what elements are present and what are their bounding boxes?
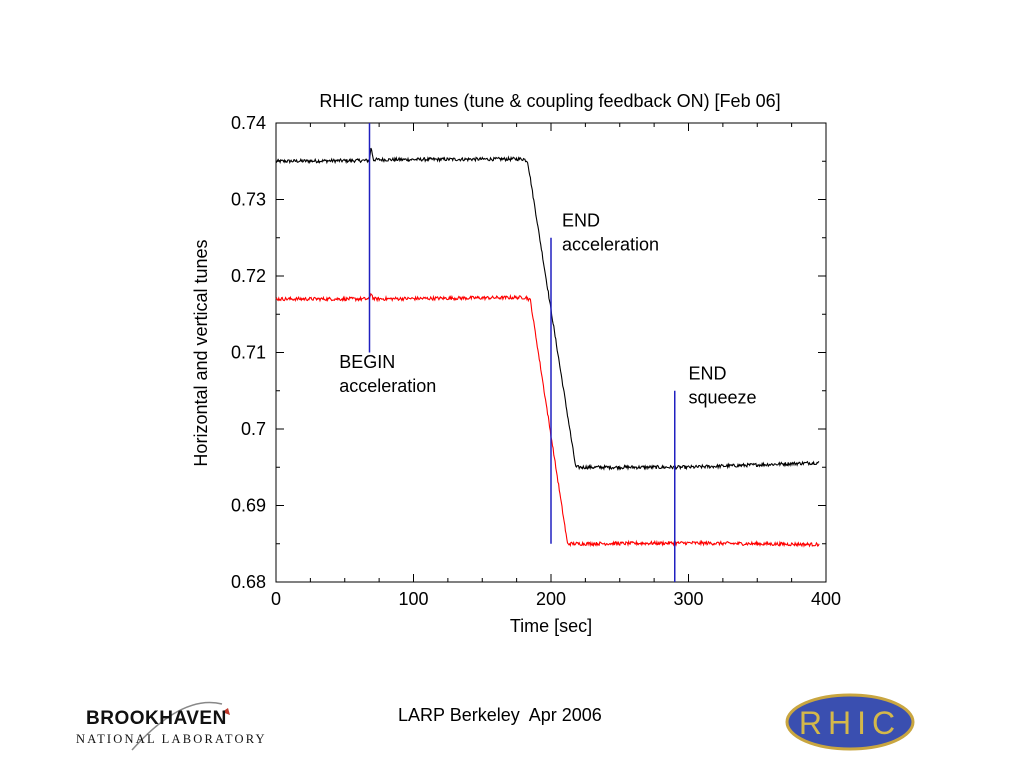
- y-tick-label: 0.74: [231, 113, 266, 133]
- brookhaven-logo-subtitle: NATIONAL LABORATORY: [76, 732, 267, 746]
- brookhaven-logo: BROOKHAVEN NATIONAL LABORATORY: [72, 698, 267, 756]
- annotation-text: END: [562, 210, 600, 230]
- brookhaven-logo-word: BROOKHAVEN: [86, 708, 227, 729]
- y-tick-label: 0.73: [231, 190, 266, 210]
- rhic-logo-text: RHIC: [799, 705, 901, 741]
- annotation-text: BEGIN: [339, 352, 395, 372]
- series-group: [275, 147, 820, 548]
- y-tick-label: 0.68: [231, 572, 266, 592]
- annotation-text: END: [689, 363, 727, 383]
- footer-caption: LARP Berkeley Apr 2006: [398, 705, 602, 725]
- rhic-logo: RHIC: [785, 693, 915, 751]
- y-tick-label: 0.7: [241, 419, 266, 439]
- y-tick-label: 0.72: [231, 266, 266, 286]
- axes: 0 100 200 300 400 0.68 0.69 0.7 0.71 0.72 0.73 0.74: [231, 113, 841, 609]
- y-tick-label: 0.71: [231, 343, 266, 363]
- ramp-tunes-chart: RHIC ramp tunes (tune & coupling feedbac…: [191, 91, 841, 636]
- y-axis-label: Horizontal and vertical tunes: [191, 239, 211, 466]
- y-tick-label: 0.69: [231, 496, 266, 516]
- x-axis-label: Time [sec]: [510, 616, 592, 636]
- annotation-text: acceleration: [339, 376, 436, 396]
- annotation-text: acceleration: [562, 234, 659, 254]
- swoosh-icon: [131, 701, 230, 751]
- event-markers: [368, 123, 676, 582]
- chart-title: RHIC ramp tunes (tune & coupling feedbac…: [319, 91, 780, 111]
- x-tick-label: 100: [398, 589, 428, 609]
- x-tick-label: 400: [811, 589, 841, 609]
- x-tick-label: 300: [673, 589, 703, 609]
- annotation-text: squeeze: [689, 387, 757, 407]
- series-line-red: [275, 292, 820, 548]
- annotations: BEGIN acceleration END acceleration END squee…: [339, 210, 756, 407]
- x-tick-label: 200: [536, 589, 566, 609]
- x-tick-label: 0: [271, 589, 281, 609]
- rhic-logo-ellipse: [785, 693, 915, 751]
- series-line-black: [275, 147, 820, 471]
